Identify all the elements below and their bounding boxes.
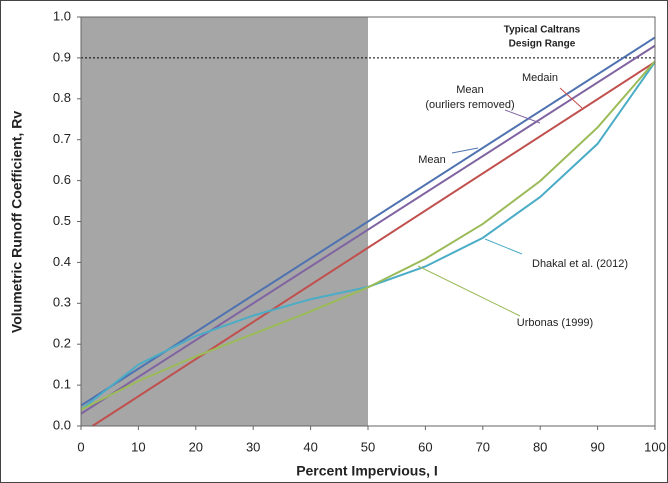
reference-label: Typical Caltrans [504,25,581,36]
x-tick-label: 60 [418,439,432,454]
y-tick-label: 0.6 [53,172,71,187]
x-tick-label: 50 [361,439,375,454]
x-tick-label: 100 [644,439,666,454]
x-tick-label: 80 [533,439,547,454]
y-tick-label: 0.4 [53,254,71,269]
x-tick-label: 0 [77,439,84,454]
series-label: Mean [418,154,446,166]
reference-label: Design Range [509,39,576,50]
x-tick-label: 20 [189,439,203,454]
series-label: Medain [522,72,558,84]
leader-line [417,265,521,317]
y-tick-label: 0.5 [53,213,71,228]
y-tick-label: 0.3 [53,295,71,310]
leader-line [504,109,541,124]
x-tick-label: 40 [303,439,317,454]
series-label: Mean [456,84,484,96]
plot-frame [80,16,656,427]
series-label: (ourliers removed) [425,99,514,111]
y-tick-label: 0.9 [53,49,71,64]
series-label: Urbonas (1999) [517,317,593,329]
leader-line [451,147,479,154]
y-tick-label: 0.7 [53,131,71,146]
x-tick-label: 70 [476,439,490,454]
y-tick-label: 0.1 [53,377,71,392]
series-line [91,61,655,426]
leader-line [484,238,523,255]
x-axis-title: Percent Impervious, I [296,463,438,479]
x-tick-label: 10 [131,439,145,454]
y-tick-label: 0.2 [53,336,71,351]
y-tick-label: 0.8 [53,90,71,105]
y-axis-title: Volumetric Runoff Coefficient, Rv [9,111,25,333]
x-tick-label: 30 [246,439,260,454]
y-tick-label: 0.0 [53,417,71,432]
x-tick-label: 90 [590,439,604,454]
series-line [81,44,655,415]
series-line [81,36,655,407]
series-label: Dhakal et al. (2012) [532,258,628,270]
shaded-region [81,17,368,426]
leader-line [559,87,583,109]
y-tick-label: 1.0 [53,8,71,23]
series-line [81,60,655,411]
